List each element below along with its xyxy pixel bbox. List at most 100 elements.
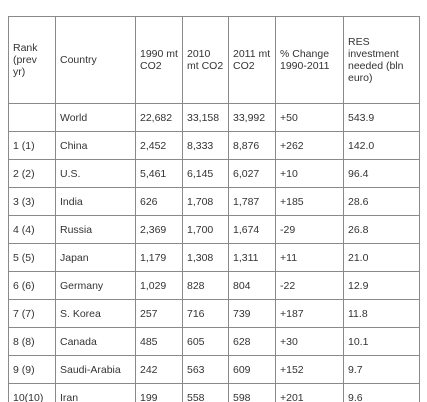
table-row: 7 (7) S. Korea 257 716 739 +187 11.8 bbox=[8, 299, 420, 328]
table-cell: 26.8 bbox=[343, 215, 420, 244]
table-cell: 828 bbox=[182, 271, 229, 300]
table-cell: 716 bbox=[182, 299, 229, 328]
table-row: 2 (2) U.S. 5,461 6,145 6,027 +10 96.4 bbox=[8, 159, 420, 188]
table-cell: 9.6 bbox=[343, 383, 420, 402]
table-cell: 1,674 bbox=[228, 215, 276, 244]
table-cell: 1 (1) bbox=[8, 131, 56, 160]
header-cell: 2011 mt CO2 bbox=[228, 16, 276, 104]
table-cell: +201 bbox=[275, 383, 344, 402]
table-cell: 10(10) bbox=[8, 383, 56, 402]
table-cell: 8,333 bbox=[182, 131, 229, 160]
table-cell: Canada bbox=[55, 327, 136, 356]
table-cell: 2,369 bbox=[135, 215, 183, 244]
table-cell: +50 bbox=[275, 103, 344, 132]
table-cell: -22 bbox=[275, 271, 344, 300]
table-cell: 628 bbox=[228, 327, 276, 356]
table-cell: Iran bbox=[55, 383, 136, 402]
table-row: 1 (1) China 2,452 8,333 8,876 +262 142.0 bbox=[8, 131, 420, 160]
table-cell: 9.7 bbox=[343, 355, 420, 384]
table-cell: 3 (3) bbox=[8, 187, 56, 216]
table-cell: 485 bbox=[135, 327, 183, 356]
table-cell: 1,308 bbox=[182, 243, 229, 272]
table-cell: 2 (2) bbox=[8, 159, 56, 188]
table-cell: 33,992 bbox=[228, 103, 276, 132]
table-cell: 8,876 bbox=[228, 131, 276, 160]
table-cell: 199 bbox=[135, 383, 183, 402]
table-row: 4 (4) Russia 2,369 1,700 1,674 -29 26.8 bbox=[8, 215, 420, 244]
table-cell: 7 (7) bbox=[8, 299, 56, 328]
table-cell: 1,029 bbox=[135, 271, 183, 300]
table-row: 3 (3) India 626 1,708 1,787 +185 28.6 bbox=[8, 187, 420, 216]
table-cell: 6,145 bbox=[182, 159, 229, 188]
table-cell: 142.0 bbox=[343, 131, 420, 160]
table-cell: +185 bbox=[275, 187, 344, 216]
table-cell: 33,158 bbox=[182, 103, 229, 132]
table-cell: 598 bbox=[228, 383, 276, 402]
table-header: Rank (prev yr) Country 1990 mt CO2 2010 mt … bbox=[8, 16, 420, 104]
table-cell: 96.4 bbox=[343, 159, 420, 188]
table-cell: Saudi-Arabia bbox=[55, 355, 136, 384]
table-cell: +10 bbox=[275, 159, 344, 188]
table-cell: 5,461 bbox=[135, 159, 183, 188]
table-cell: India bbox=[55, 187, 136, 216]
header-cell: % Change 1990-2011 bbox=[275, 16, 344, 104]
table-cell: 558 bbox=[182, 383, 229, 402]
table-cell: 5 (5) bbox=[8, 243, 56, 272]
header-cell: Country bbox=[55, 16, 136, 104]
table-row: 8 (8) Canada 485 605 628 +30 10.1 bbox=[8, 327, 420, 356]
table-row: 10(10) Iran 199 558 598 +201 9.6 bbox=[8, 383, 420, 402]
table-cell: 6,027 bbox=[228, 159, 276, 188]
table-cell: 605 bbox=[182, 327, 229, 356]
table-cell: 2,452 bbox=[135, 131, 183, 160]
table-cell: S. Korea bbox=[55, 299, 136, 328]
table-cell: +30 bbox=[275, 327, 344, 356]
table-cell: 9 (9) bbox=[8, 355, 56, 384]
table-cell: 1,311 bbox=[228, 243, 276, 272]
table-cell: 12.9 bbox=[343, 271, 420, 300]
table-cell: 28.6 bbox=[343, 187, 420, 216]
table-cell: 1,700 bbox=[182, 215, 229, 244]
table-cell: Japan bbox=[55, 243, 136, 272]
table-cell: +262 bbox=[275, 131, 344, 160]
table-cell: China bbox=[55, 131, 136, 160]
table-cell: 739 bbox=[228, 299, 276, 328]
header-cell: 1990 mt CO2 bbox=[135, 16, 183, 104]
table-cell: U.S. bbox=[55, 159, 136, 188]
table-cell: 1,708 bbox=[182, 187, 229, 216]
table-cell: 257 bbox=[135, 299, 183, 328]
table-cell: 804 bbox=[228, 271, 276, 300]
table-cell: 10.1 bbox=[343, 327, 420, 356]
table-cell: 563 bbox=[182, 355, 229, 384]
table-cell: Germany bbox=[55, 271, 136, 300]
table-cell: -29 bbox=[275, 215, 344, 244]
table-cell: 8 (8) bbox=[8, 327, 56, 356]
table-row: 6 (6) Germany 1,029 828 804 -22 12.9 bbox=[8, 271, 420, 300]
table-cell: 543.9 bbox=[343, 103, 420, 132]
table-cell: World bbox=[55, 103, 136, 132]
table-row: 5 (5) Japan 1,179 1,308 1,311 +11 21.0 bbox=[8, 243, 420, 272]
table-cell: 21.0 bbox=[343, 243, 420, 272]
table-cell: 11.8 bbox=[343, 299, 420, 328]
table-row: World 22,682 33,158 33,992 +50 543.9 bbox=[8, 103, 420, 132]
table-cell: Russia bbox=[55, 215, 136, 244]
table-cell: +152 bbox=[275, 355, 344, 384]
table-cell: 6 (6) bbox=[8, 271, 56, 300]
table-cell bbox=[8, 103, 56, 132]
table-cell: 626 bbox=[135, 187, 183, 216]
emissions-table: Rank (prev yr) Country 1990 mt CO2 2010 mt … bbox=[8, 16, 420, 402]
header-cell: Rank (prev yr) bbox=[8, 16, 56, 104]
table-cell: +187 bbox=[275, 299, 344, 328]
table-cell: 4 (4) bbox=[8, 215, 56, 244]
table-cell: 242 bbox=[135, 355, 183, 384]
header-cell: RES investment needed (bln euro) bbox=[343, 16, 420, 104]
table-row: 9 (9) Saudi-Arabia 242 563 609 +152 9.7 bbox=[8, 355, 420, 384]
table-cell: +11 bbox=[275, 243, 344, 272]
header-cell: 2010 mt CO2 bbox=[182, 16, 229, 104]
table-cell: 1,179 bbox=[135, 243, 183, 272]
table-cell: 609 bbox=[228, 355, 276, 384]
table-cell: 22,682 bbox=[135, 103, 183, 132]
table-cell: 1,787 bbox=[228, 187, 276, 216]
table-body: World 22,682 33,158 33,992 +50 543.9 1 (1) Chin… bbox=[8, 103, 420, 402]
header-row: Rank (prev yr) Country 1990 mt CO2 2010 mt … bbox=[8, 16, 420, 104]
